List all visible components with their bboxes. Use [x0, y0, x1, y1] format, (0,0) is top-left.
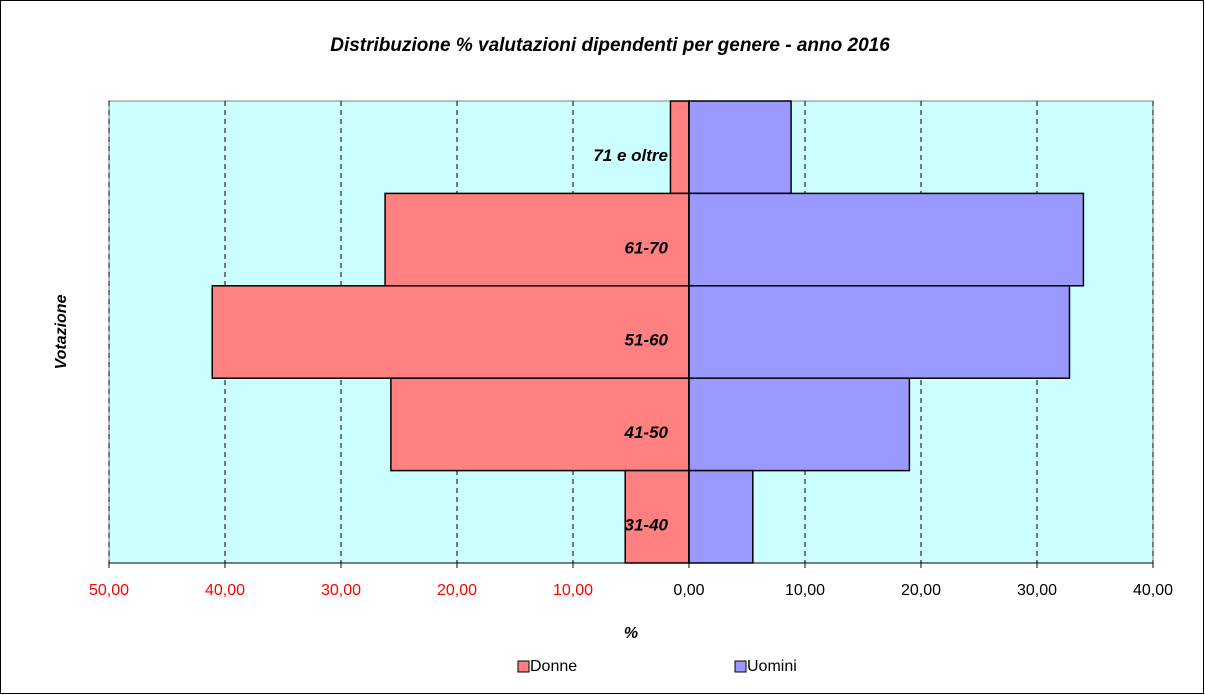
- bar: [211, 285, 690, 379]
- x-tick-label: 30,00: [321, 582, 361, 599]
- category-label: 51-60: [625, 331, 669, 350]
- x-tick-label: 40,00: [205, 582, 245, 599]
- x-tick-label: 10,00: [785, 582, 825, 599]
- bar: [669, 100, 690, 195]
- y-axis-title: Votazione: [53, 294, 70, 369]
- bar: [688, 192, 1085, 287]
- bar: [390, 377, 690, 472]
- x-tick-label: 0,00: [673, 582, 704, 599]
- x-tick-label: 20,00: [437, 582, 477, 599]
- legend-label: Donne: [530, 658, 577, 675]
- bar: [688, 377, 911, 472]
- legend-label: Uomini: [747, 658, 797, 675]
- x-tick-label: 50,00: [89, 582, 129, 599]
- bar: [688, 100, 792, 195]
- category-label: 31-40: [625, 516, 669, 535]
- x-tick-label: 20,00: [901, 582, 941, 599]
- chart-title: Distribuzione % valutazioni dipendenti p…: [330, 35, 890, 56]
- x-tick-label: 30,00: [1017, 582, 1057, 599]
- x-tick-label: 40,00: [1133, 582, 1173, 599]
- legend-swatch: [517, 660, 530, 673]
- bar: [624, 469, 690, 564]
- category-label: 71 e oltre: [593, 146, 668, 165]
- x-tick-label: 10,00: [553, 582, 593, 599]
- category-label: 41-50: [624, 423, 669, 442]
- legend-swatch: [734, 660, 747, 673]
- bar: [688, 285, 1071, 379]
- category-label: 61-70: [625, 238, 669, 257]
- x-axis-title: %: [624, 625, 638, 642]
- bar: [688, 469, 754, 564]
